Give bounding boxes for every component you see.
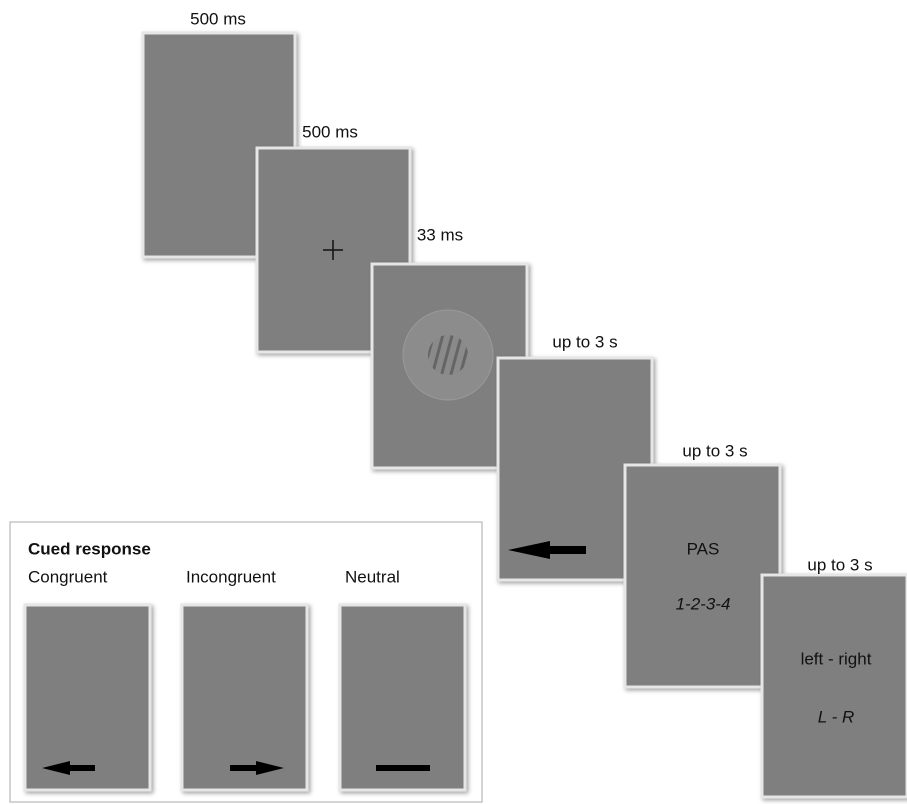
screen-text: 1-2-3-4 xyxy=(676,594,731,613)
duration-label: up to 3 s xyxy=(552,332,617,351)
inset-title: Cued response xyxy=(28,539,151,558)
screen xyxy=(762,575,907,797)
neutral-bar xyxy=(376,765,430,771)
duration-label: 33 ms xyxy=(417,225,463,244)
screen-text: L - R xyxy=(818,707,855,726)
duration-label: 500 ms xyxy=(190,9,246,28)
trial-diagram: 500 ms 500 ms 33 ms up to 3 s up to 3 s … xyxy=(0,0,907,804)
screen xyxy=(182,605,307,790)
condition-label: Incongruent xyxy=(186,567,276,586)
condition-label: Congruent xyxy=(28,567,108,586)
condition-label: Neutral xyxy=(345,567,400,586)
screen-text: left - right xyxy=(801,649,872,668)
screen xyxy=(340,605,465,790)
screen xyxy=(25,605,150,790)
screen xyxy=(625,465,780,687)
duration-label: up to 3 s xyxy=(807,555,872,574)
duration-label: 500 ms xyxy=(302,122,358,141)
gabor-patch xyxy=(428,335,468,375)
screen-text: PAS xyxy=(687,539,720,558)
duration-label: up to 3 s xyxy=(682,441,747,460)
